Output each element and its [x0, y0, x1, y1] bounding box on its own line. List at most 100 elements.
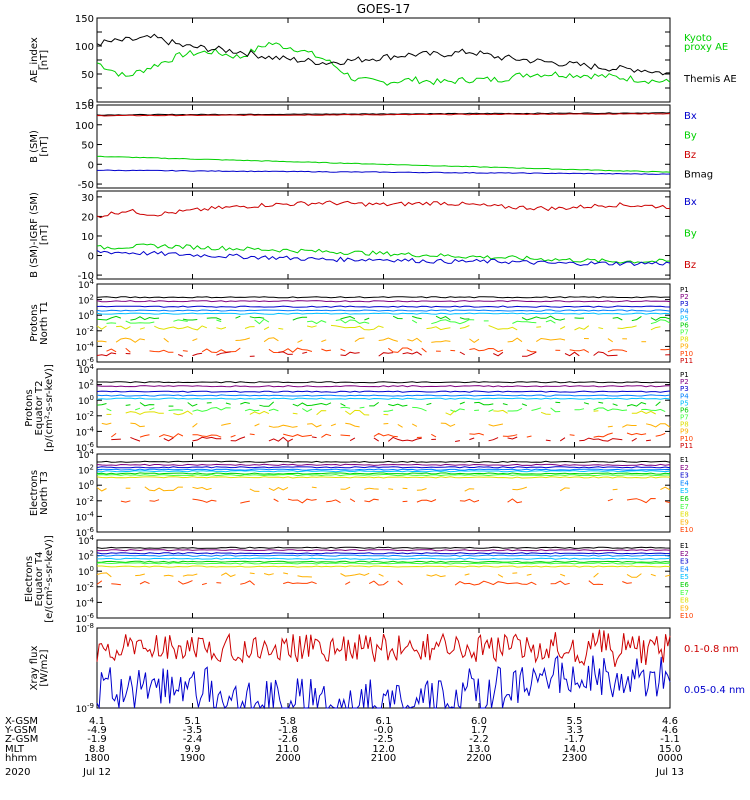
series-line [526, 349, 537, 353]
series-line [96, 309, 671, 312]
series-line [646, 439, 651, 442]
legend-label: P10 [680, 435, 693, 443]
series-line [526, 573, 532, 576]
series-line [412, 406, 427, 412]
legend-label: Bx [684, 111, 697, 122]
series-line [178, 354, 184, 357]
series-line [497, 573, 504, 578]
series-line [216, 351, 231, 356]
y-tick-label: 10-4 [76, 596, 95, 609]
series-line [268, 486, 289, 491]
x-row-value: 2300 [562, 753, 587, 764]
legend-label: P5 [680, 399, 689, 407]
x-row-value: 12.0 [372, 744, 394, 755]
series-line [130, 316, 160, 321]
y-axis-label: Xray flux [29, 646, 40, 691]
y-tick-label: 10-2 [76, 581, 94, 594]
series-line [536, 337, 566, 343]
series-line [459, 325, 470, 329]
series-line [240, 401, 250, 405]
y-axis-label: AE_index [29, 37, 40, 83]
series-line [340, 434, 351, 437]
series-line [135, 573, 145, 577]
series-line [569, 434, 575, 436]
series-line [564, 351, 580, 357]
legend-label: E1 [680, 456, 689, 464]
legend-label: P2 [680, 378, 689, 386]
panel-frame [96, 104, 671, 189]
series-line [469, 437, 475, 441]
legend-label: P4 [680, 307, 689, 315]
legend-label: Bz [684, 150, 696, 161]
x-row-value: 4.6 [662, 725, 678, 736]
series-line [139, 580, 150, 585]
series-line [431, 340, 451, 343]
series-line [512, 320, 537, 324]
series-line [235, 337, 250, 341]
series-line [273, 498, 279, 503]
y-axis-label: Electrons [24, 556, 35, 602]
y-axis-label: B (SM)-IGRF (SM) [29, 192, 40, 278]
series-line [488, 437, 499, 442]
series-line [278, 327, 284, 330]
x-row-value: 4.1 [89, 716, 105, 727]
x-row-value: -1.8 [278, 725, 298, 736]
y-tick-label: 10-2 [76, 495, 94, 508]
y-tick-label: 104 [78, 534, 94, 547]
series-line [230, 436, 246, 442]
legend-label: P8 [680, 421, 689, 429]
y-tick-label: 10-4 [76, 425, 95, 438]
series-line [655, 401, 661, 407]
series-line [139, 434, 150, 438]
series-line [240, 500, 250, 504]
series-line [139, 402, 155, 407]
legend-label: P9 [680, 343, 689, 351]
series-line [96, 560, 671, 563]
series-line [665, 574, 671, 577]
x-row-value: -1.9 [87, 734, 107, 745]
series-line [306, 325, 317, 328]
series-line [373, 432, 398, 438]
series-line [387, 347, 413, 353]
series-line [96, 312, 671, 315]
legend-label: P6 [680, 406, 689, 414]
series-line [512, 486, 527, 491]
y-tick-label: 0 [88, 98, 94, 109]
series-line [507, 407, 523, 412]
y-tick-label: 104 [78, 363, 94, 376]
series-line [97, 565, 671, 568]
x-row-value: 1800 [84, 753, 109, 764]
y-axis-label: [e/(cm²-s-sr-keV)] [44, 535, 55, 623]
series-line [268, 347, 313, 354]
legend-label: P3 [680, 300, 689, 308]
series-line [149, 349, 174, 353]
y-axis-label: Electrons [29, 470, 40, 516]
legend-label: Bz [684, 260, 696, 271]
series-line [521, 315, 566, 321]
series-line [459, 401, 465, 405]
y-axis-label: [W/m2] [39, 649, 50, 686]
series-line [96, 41, 671, 86]
series-line [111, 583, 121, 586]
series-line [560, 573, 566, 577]
series-line [235, 315, 241, 319]
series-line [421, 347, 427, 353]
series-line [368, 580, 389, 586]
y-tick-label: 50 [81, 70, 94, 81]
series-line [96, 112, 671, 117]
series-line [130, 422, 145, 428]
series-line [660, 348, 671, 351]
series-line [574, 408, 585, 411]
y-tick-label: 10-4 [76, 340, 95, 353]
y-tick-label: 100 [78, 479, 94, 492]
legend-label: E10 [680, 612, 693, 620]
x-row-value: 6.0 [471, 716, 487, 727]
series-line [455, 440, 460, 442]
series-line [349, 437, 356, 442]
series-line [97, 549, 671, 552]
series-line [96, 546, 671, 549]
panel-en: Electrons North T3 10-6 10-4 10-2 100 102 104 E1… [29, 448, 693, 539]
series-line [411, 423, 418, 427]
y-tick-label: 10-6 [76, 612, 95, 625]
legend-label: P2 [680, 293, 689, 301]
